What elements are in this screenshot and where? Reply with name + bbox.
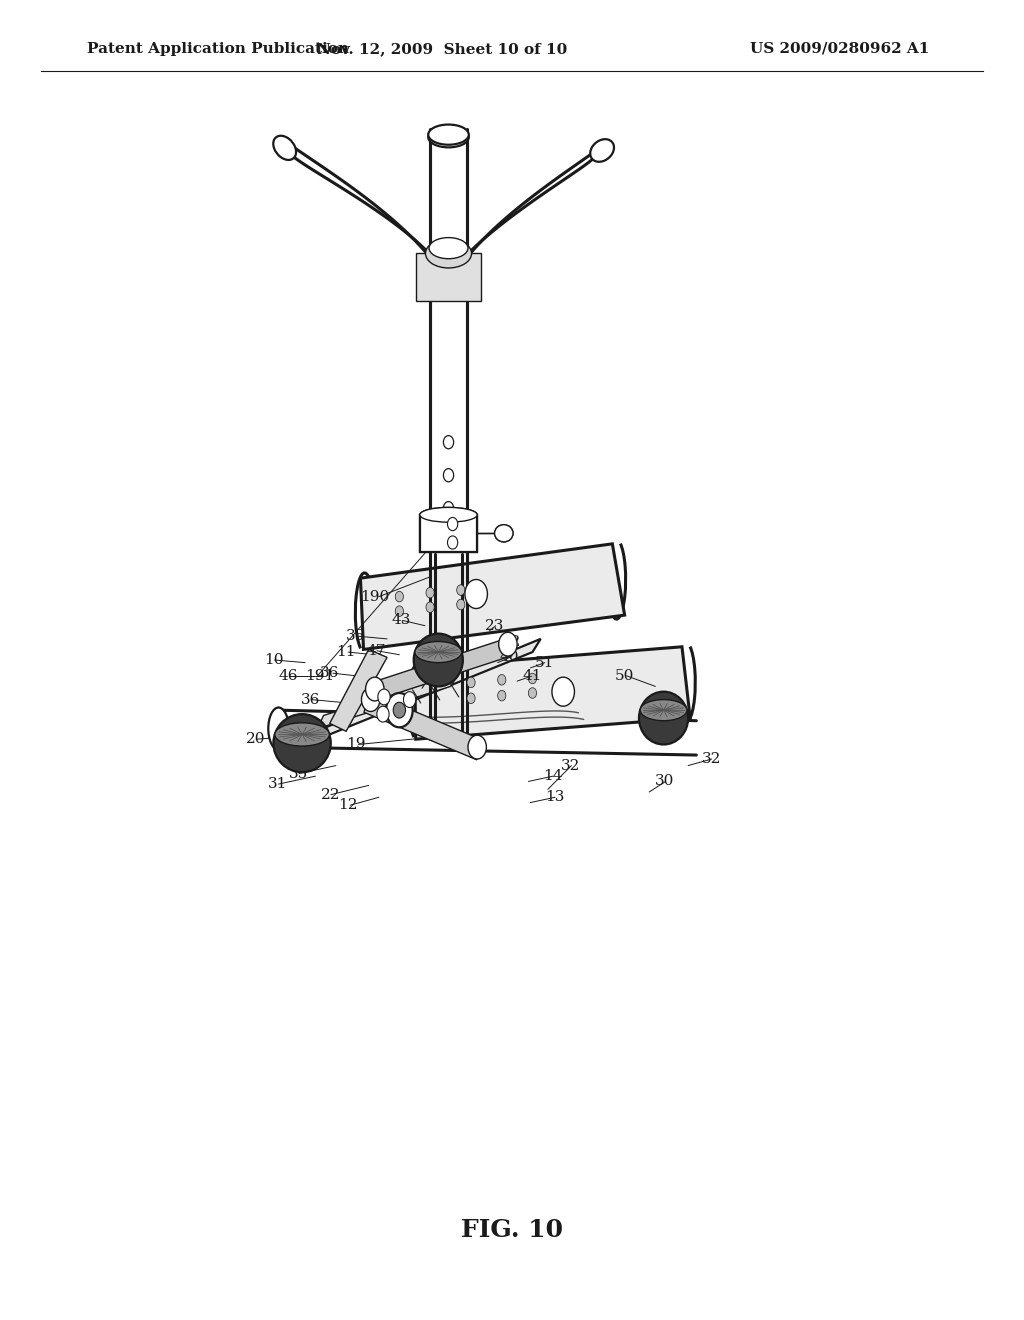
Circle shape xyxy=(443,502,454,515)
Ellipse shape xyxy=(495,525,513,543)
Ellipse shape xyxy=(495,525,513,543)
Text: 36: 36 xyxy=(319,667,339,680)
Text: 11: 11 xyxy=(336,645,355,659)
Polygon shape xyxy=(415,647,690,739)
Ellipse shape xyxy=(273,714,331,772)
Text: 19: 19 xyxy=(346,738,366,751)
Text: 20: 20 xyxy=(246,733,265,746)
Text: US 2009/0280962 A1: US 2009/0280962 A1 xyxy=(750,42,930,55)
Text: 35: 35 xyxy=(346,630,366,643)
Text: 46: 46 xyxy=(279,669,298,682)
Circle shape xyxy=(447,517,458,531)
Polygon shape xyxy=(371,638,512,701)
Text: 31: 31 xyxy=(268,777,288,791)
Circle shape xyxy=(498,675,506,685)
Text: 35: 35 xyxy=(289,767,308,780)
Polygon shape xyxy=(317,673,459,729)
Ellipse shape xyxy=(420,507,477,523)
Circle shape xyxy=(393,702,406,718)
Ellipse shape xyxy=(415,642,462,663)
Circle shape xyxy=(528,688,537,698)
Polygon shape xyxy=(292,639,541,750)
Circle shape xyxy=(361,688,380,711)
Text: 40: 40 xyxy=(500,651,519,664)
Circle shape xyxy=(467,677,475,688)
Ellipse shape xyxy=(640,700,687,721)
Circle shape xyxy=(447,517,458,531)
Text: 13: 13 xyxy=(545,791,564,804)
Circle shape xyxy=(377,706,389,722)
Polygon shape xyxy=(360,544,625,649)
Text: Patent Application Publication: Patent Application Publication xyxy=(87,42,349,55)
Circle shape xyxy=(498,690,506,701)
Circle shape xyxy=(426,587,434,598)
Circle shape xyxy=(447,536,458,549)
Text: 30: 30 xyxy=(655,775,675,788)
Circle shape xyxy=(457,585,465,595)
Text: 191: 191 xyxy=(305,669,335,682)
Circle shape xyxy=(395,591,403,602)
Text: FIG. 10: FIG. 10 xyxy=(461,1218,563,1242)
Circle shape xyxy=(528,673,537,684)
Ellipse shape xyxy=(268,708,289,750)
Ellipse shape xyxy=(414,634,463,686)
Ellipse shape xyxy=(274,723,330,746)
Polygon shape xyxy=(330,649,387,731)
Circle shape xyxy=(467,693,475,704)
Circle shape xyxy=(457,599,465,610)
Circle shape xyxy=(552,677,574,706)
Text: 36: 36 xyxy=(301,693,321,706)
Circle shape xyxy=(499,632,517,656)
Text: Nov. 12, 2009  Sheet 10 of 10: Nov. 12, 2009 Sheet 10 of 10 xyxy=(317,42,567,55)
Polygon shape xyxy=(416,253,481,301)
Circle shape xyxy=(468,735,486,759)
Text: 52: 52 xyxy=(502,635,521,648)
Ellipse shape xyxy=(428,127,469,148)
Polygon shape xyxy=(420,515,477,552)
Text: 10: 10 xyxy=(264,653,284,667)
Text: 14: 14 xyxy=(543,770,562,783)
Ellipse shape xyxy=(273,136,296,160)
Circle shape xyxy=(403,692,416,708)
Circle shape xyxy=(443,436,454,449)
Text: 23: 23 xyxy=(485,619,505,632)
Text: 22: 22 xyxy=(321,788,340,801)
Circle shape xyxy=(366,677,384,701)
Ellipse shape xyxy=(420,507,477,523)
Circle shape xyxy=(465,579,487,609)
Text: 50: 50 xyxy=(614,669,634,682)
Circle shape xyxy=(447,536,458,549)
Text: 32: 32 xyxy=(701,752,721,766)
Text: 51: 51 xyxy=(535,656,554,669)
Circle shape xyxy=(426,602,434,612)
Text: 47: 47 xyxy=(367,644,386,657)
Text: 41: 41 xyxy=(522,669,542,682)
Text: 12: 12 xyxy=(338,799,357,812)
Circle shape xyxy=(395,606,403,616)
Circle shape xyxy=(378,689,390,705)
Ellipse shape xyxy=(429,238,468,259)
Circle shape xyxy=(386,693,413,727)
Polygon shape xyxy=(420,515,477,552)
Ellipse shape xyxy=(426,239,472,268)
Text: 32: 32 xyxy=(561,759,581,772)
Text: 43: 43 xyxy=(391,614,411,627)
Circle shape xyxy=(443,469,454,482)
Ellipse shape xyxy=(639,692,688,744)
Ellipse shape xyxy=(428,124,469,145)
Ellipse shape xyxy=(590,139,614,162)
Polygon shape xyxy=(365,692,481,760)
Text: 190: 190 xyxy=(360,590,390,603)
